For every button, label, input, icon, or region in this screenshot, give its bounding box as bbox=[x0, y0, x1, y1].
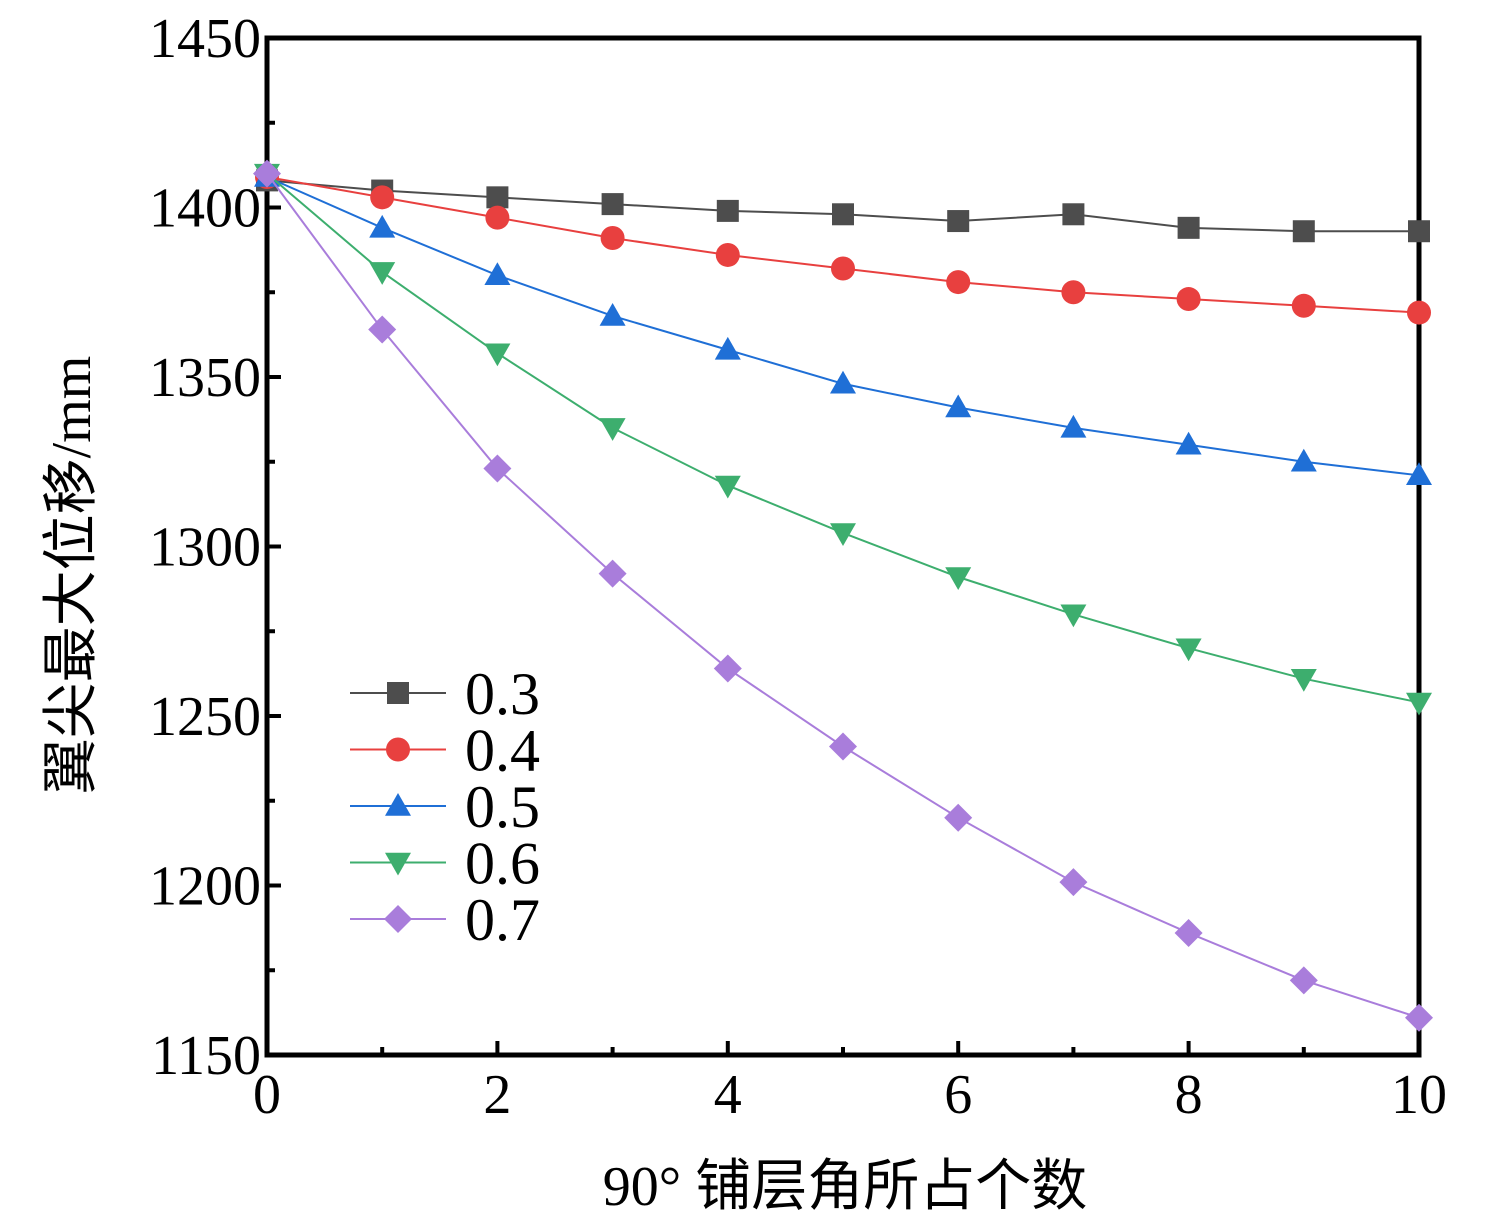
legend: 0.30.40.50.60.7 bbox=[350, 661, 540, 953]
data-point bbox=[831, 256, 855, 281]
series-0.6 bbox=[254, 163, 1432, 716]
plot-frame bbox=[264, 35, 1422, 1058]
y-axis-title: 翼尖最大位移/mm bbox=[41, 356, 103, 795]
data-point bbox=[370, 185, 395, 210]
data-point bbox=[946, 270, 971, 295]
data-point bbox=[1175, 638, 1202, 662]
data-point bbox=[1291, 293, 1316, 318]
data-point bbox=[484, 343, 511, 367]
data-point bbox=[1405, 1003, 1433, 1032]
data-point bbox=[485, 205, 510, 230]
data-point bbox=[1060, 414, 1087, 438]
data-point bbox=[368, 315, 397, 344]
legend-marker bbox=[386, 737, 410, 762]
x-tick-label: 8 bbox=[1175, 1064, 1203, 1126]
x-tick-label: 10 bbox=[1391, 1064, 1447, 1126]
data-point bbox=[945, 567, 972, 591]
y-tick-label: 1400 bbox=[149, 178, 261, 240]
legend-label: 0.4 bbox=[465, 718, 540, 784]
data-point bbox=[599, 418, 626, 441]
data-point bbox=[486, 186, 509, 209]
data-point bbox=[1407, 300, 1431, 325]
legend-label: 0.3 bbox=[465, 661, 540, 727]
data-point bbox=[715, 242, 740, 267]
series-line bbox=[266, 173, 1420, 1019]
data-point bbox=[1176, 287, 1201, 312]
data-point bbox=[1177, 216, 1200, 239]
data-point bbox=[947, 210, 970, 233]
data-point bbox=[369, 262, 396, 285]
data-point bbox=[832, 203, 854, 226]
axis-ticks: 0 2 4 6 8 10 1150 1200 1250 1300 1350 1400 1450 bbox=[149, 8, 1447, 1126]
series-line bbox=[266, 176, 1420, 314]
data-point bbox=[1408, 220, 1430, 243]
data-point bbox=[830, 523, 856, 546]
data-point bbox=[829, 732, 857, 761]
data-point bbox=[1406, 462, 1432, 486]
legend-marker bbox=[387, 682, 409, 704]
legend-marker bbox=[384, 905, 412, 933]
data-point bbox=[1059, 868, 1088, 897]
data-point bbox=[599, 302, 626, 326]
data-point bbox=[716, 199, 739, 222]
data-point bbox=[1175, 431, 1202, 455]
legend-entry: 0.3 bbox=[350, 661, 540, 727]
legend-entry: 0.4 bbox=[350, 718, 540, 784]
x-tick-label: 2 bbox=[483, 1064, 511, 1126]
data-point bbox=[714, 475, 741, 499]
y-tick-label: 1450 bbox=[149, 8, 261, 70]
data-point bbox=[1174, 918, 1203, 947]
data-point bbox=[484, 262, 511, 286]
data-point bbox=[1061, 280, 1086, 305]
data-point bbox=[600, 226, 625, 251]
y-tick-label: 1150 bbox=[151, 1025, 261, 1087]
data-point bbox=[1290, 668, 1317, 692]
data-point bbox=[601, 193, 624, 216]
legend-label: 0.6 bbox=[465, 831, 540, 897]
legend-label: 0.5 bbox=[465, 774, 540, 840]
legend-entry: 0.7 bbox=[350, 887, 540, 953]
series-line bbox=[266, 172, 1420, 704]
data-point bbox=[713, 654, 742, 683]
x-axis-title: 90° 铺层角所占个数 bbox=[603, 1156, 1087, 1218]
legend-marker bbox=[385, 793, 411, 816]
data-point bbox=[598, 559, 627, 588]
y-tick-label: 1350 bbox=[149, 347, 261, 409]
data-point bbox=[1406, 692, 1432, 716]
x-tick-label: 4 bbox=[714, 1064, 742, 1126]
data-point bbox=[714, 336, 741, 360]
series-0.7 bbox=[253, 159, 1433, 1032]
y-tick-label: 1300 bbox=[149, 517, 261, 579]
y-tick-label: 1200 bbox=[149, 856, 261, 918]
series-layer bbox=[253, 159, 1433, 1032]
data-point bbox=[1062, 203, 1085, 226]
data-point bbox=[253, 159, 281, 188]
data-point bbox=[1292, 220, 1315, 243]
data-point bbox=[369, 214, 396, 238]
x-tick-label: 0 bbox=[253, 1064, 281, 1126]
data-point bbox=[483, 454, 512, 483]
data-point bbox=[945, 394, 972, 418]
legend-entry: 0.6 bbox=[350, 831, 540, 897]
series-0.4 bbox=[255, 164, 1431, 325]
y-tick-label: 1250 bbox=[149, 686, 261, 748]
data-point bbox=[1060, 604, 1087, 628]
data-point bbox=[1289, 966, 1318, 995]
legend-entry: 0.5 bbox=[350, 774, 540, 840]
data-point bbox=[1290, 448, 1317, 472]
data-point bbox=[830, 370, 856, 394]
legend-marker bbox=[385, 852, 411, 876]
series-0.5 bbox=[254, 163, 1432, 486]
x-tick-label: 6 bbox=[944, 1064, 972, 1126]
data-point bbox=[944, 803, 973, 832]
legend-label: 0.7 bbox=[465, 887, 540, 953]
